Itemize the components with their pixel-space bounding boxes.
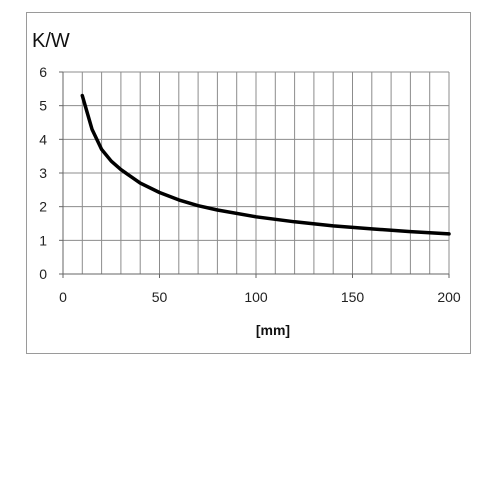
x-tick-label: 150: [341, 289, 365, 305]
grid: [62, 71, 450, 275]
y-tick-label: 3: [39, 165, 47, 181]
x-tick-label: 50: [152, 289, 168, 305]
axes: [59, 71, 450, 278]
x-tick-label: 100: [244, 289, 268, 305]
tick-labels: 0 1 2 3 4 5 6 0 50 100 150 200: [39, 64, 461, 305]
y-tick-label: 4: [39, 131, 47, 147]
x-tick-label: 0: [59, 289, 67, 305]
series-line: [80, 93, 451, 236]
x-tick-label: 200: [437, 289, 461, 305]
y-tick-label: 5: [39, 98, 47, 114]
y-tick-label: 2: [39, 199, 47, 215]
y-tick-label: 6: [39, 64, 47, 80]
y-tick-label: 0: [39, 266, 47, 282]
y-axis-unit-label: K/W: [32, 30, 70, 52]
x-axis-title: [mm]: [256, 322, 290, 338]
y-tick-label: 1: [39, 232, 47, 248]
series-layer: [80, 93, 451, 236]
chart-frame: [26, 12, 471, 354]
